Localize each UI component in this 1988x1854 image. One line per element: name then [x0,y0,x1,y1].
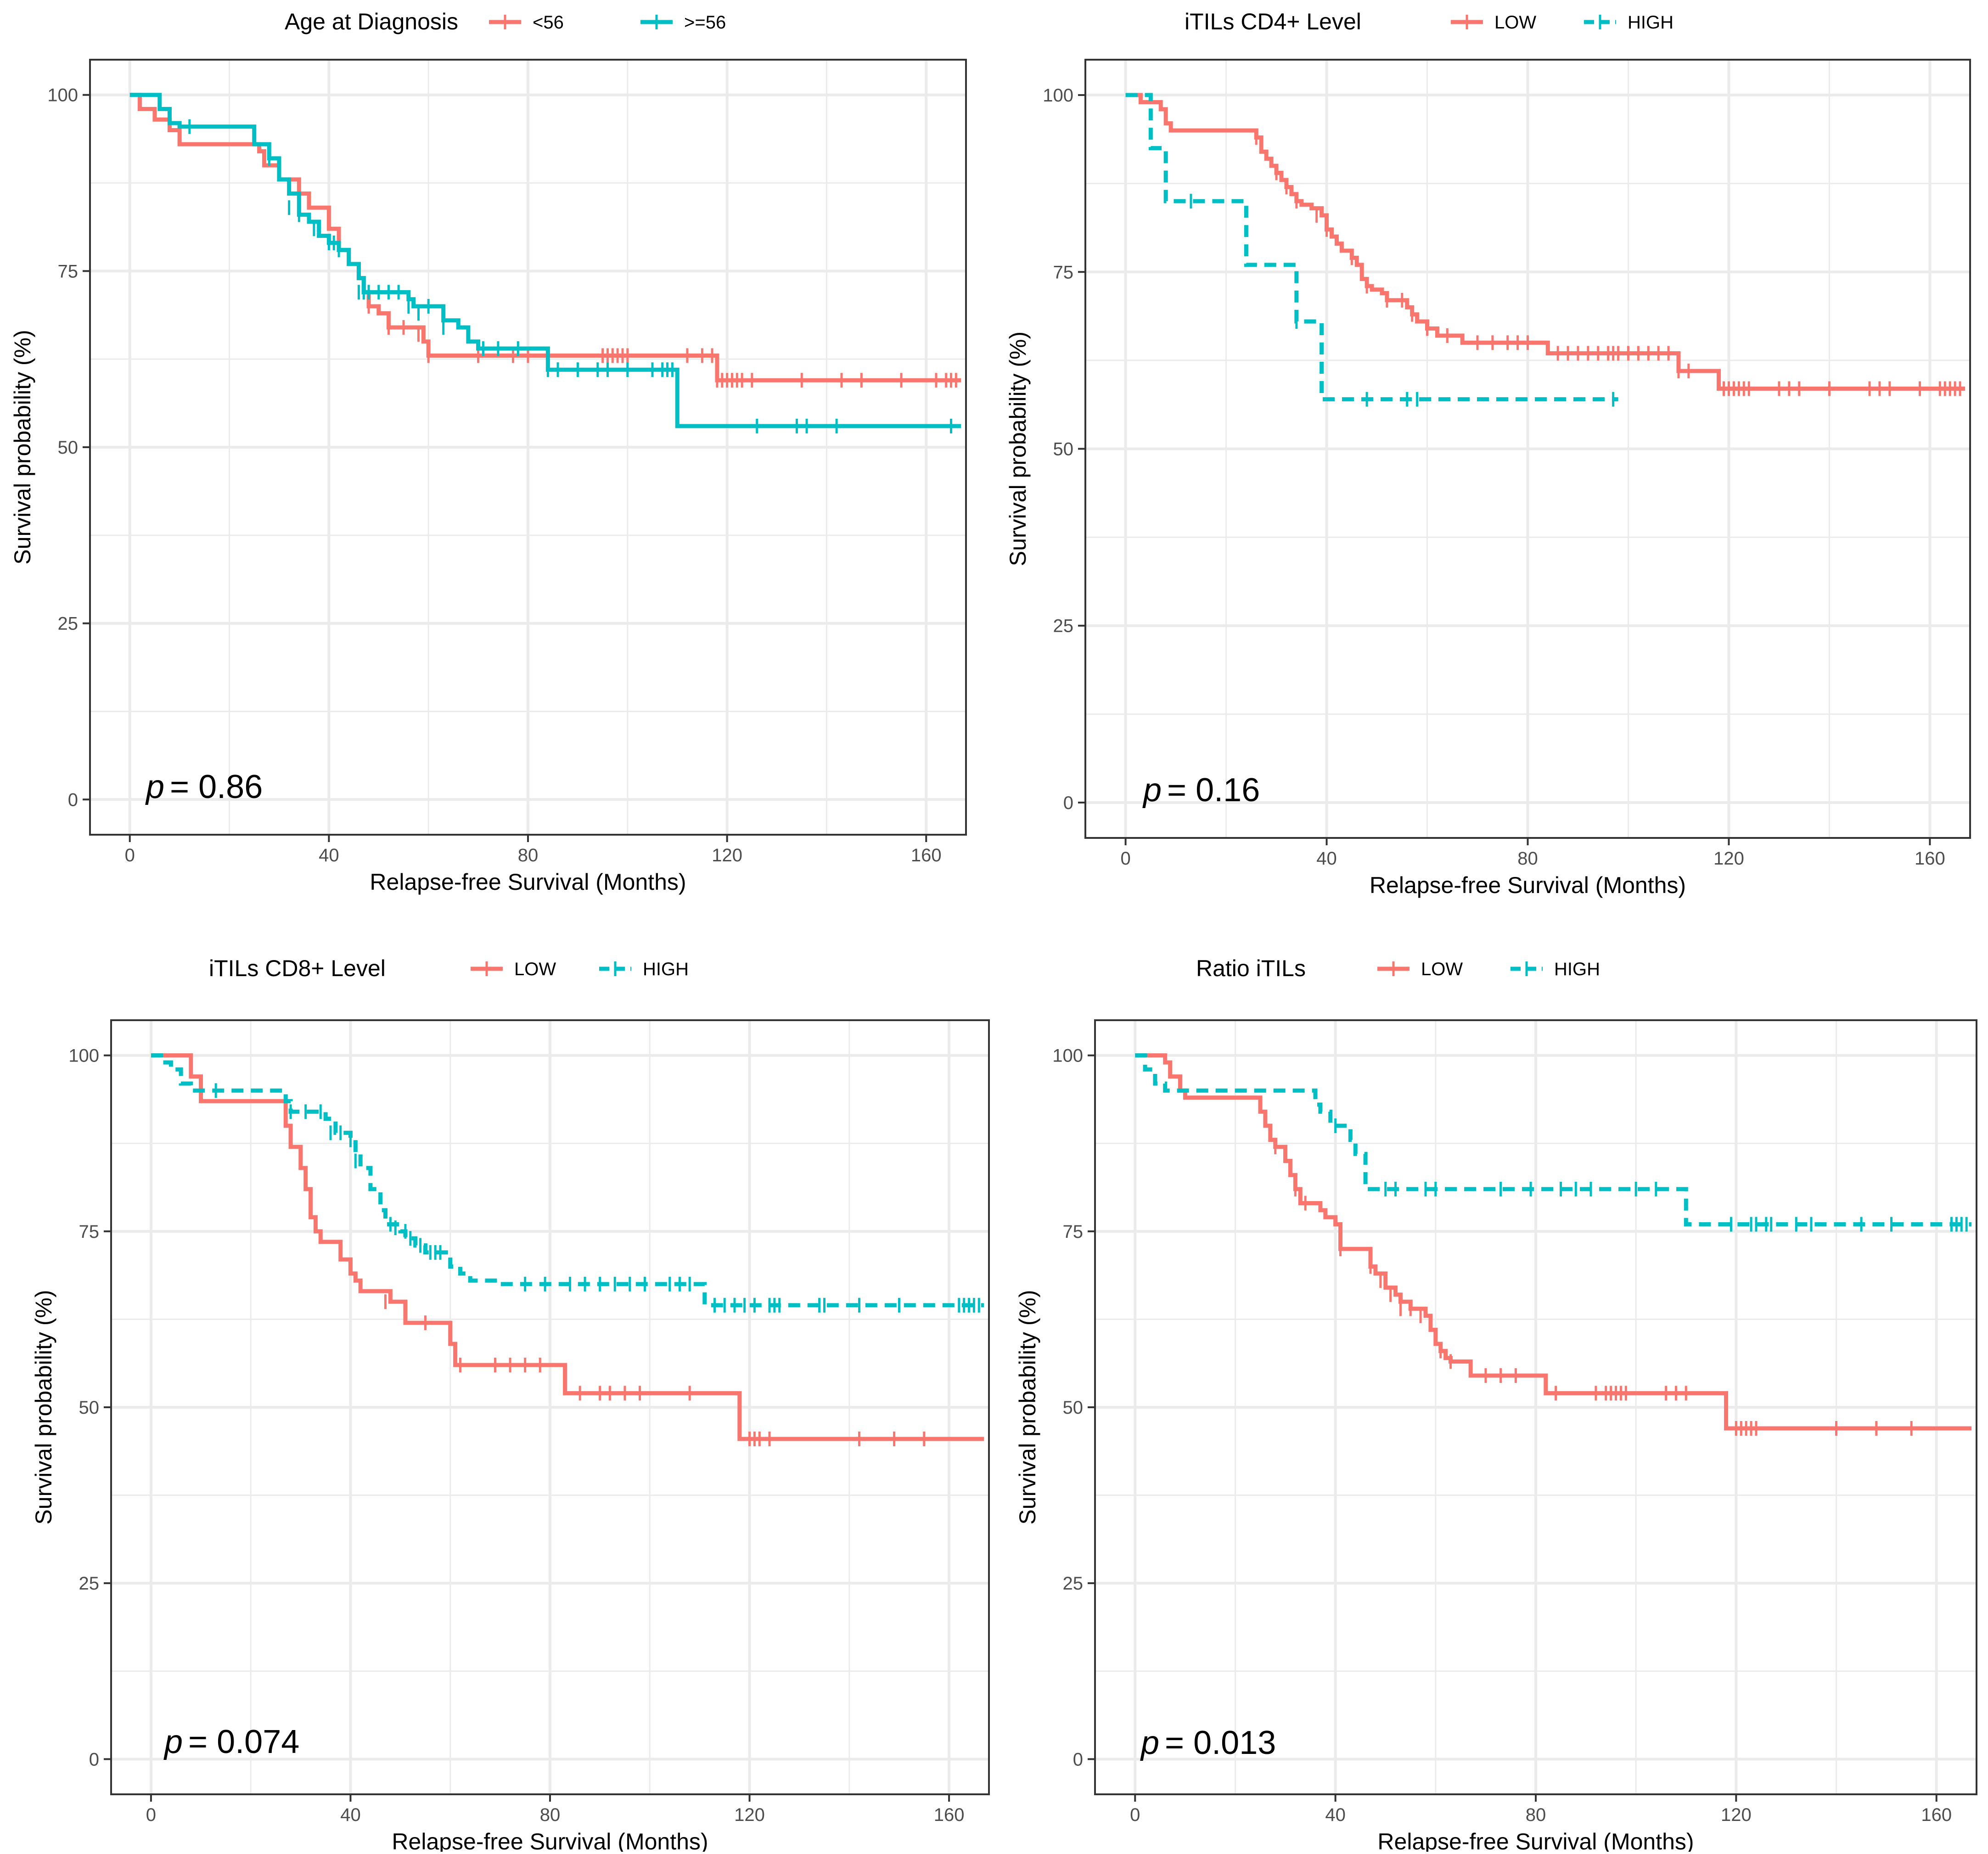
x-tick-label: 120 [1721,1805,1752,1825]
x-tick-label: 120 [734,1805,765,1825]
y-tick-label: 75 [58,261,79,281]
y-tick-label: 100 [1052,1046,1083,1066]
y-tick-label: 75 [1063,1222,1084,1242]
x-tick-label: 80 [540,1805,561,1825]
y-tick-label: 0 [89,1749,99,1770]
km-curve-high [1125,93,1618,402]
x-tick-label: 120 [712,845,742,865]
km-curve-low [151,1053,984,1441]
y-axis-label: Survival probability (%) [31,1290,56,1524]
km-curve-low [1125,93,1966,391]
x-axis-label: Relapse-free Survival (Months) [1377,1829,1694,1852]
p-value-symbol: p [1142,772,1162,809]
y-tick-label: 75 [1053,262,1074,282]
y-tick-label: 100 [47,85,78,106]
p-value-text: = 0.86 [170,769,263,805]
y-tick-label: 50 [79,1398,100,1418]
p-value-text: = 0.074 [188,1724,299,1760]
x-tick-label: 40 [1325,1805,1346,1825]
x-tick-label: 40 [1316,848,1337,869]
legend: Age at Diagnosis <56 >=56 [285,9,726,34]
y-tick-label: 75 [79,1222,100,1242]
legend-label-high: HIGH [1554,959,1600,979]
x-tick-label: 0 [1120,848,1130,869]
km-panel-1: 0 40 80 120 160 0 25 50 75 100 Relapse-free Surviv… [10,9,967,895]
y-tick-label: 100 [68,1046,99,1066]
km-panel-4: 0 40 80 120 160 0 25 50 75 100 Relapse-free Surviv… [1015,955,1977,1854]
x-tick-label: 40 [340,1805,361,1825]
p-value: p = 0.013 [1140,1725,1276,1761]
x-tick-label: 160 [911,845,942,865]
km-curve-high [151,1053,984,1308]
p-value: p = 0.16 [1142,772,1260,809]
x-tick-label: 0 [1130,1805,1140,1825]
x-tick-label: 40 [319,845,339,865]
p-value-text: = 0.013 [1165,1725,1276,1761]
y-axis-label: Survival probability (%) [1005,331,1031,566]
km-panel-2: 0 40 80 120 160 0 25 50 75 100 Relapse-free Surviv… [1005,9,1971,898]
legend-label-low: LOW [1421,959,1463,979]
x-tick-label: 80 [518,845,539,865]
x-tick-label: 160 [1921,1805,1952,1825]
y-tick-label: 50 [1053,439,1074,460]
y-tick-label: 100 [1043,85,1073,106]
legend-title: iTILs CD8+ Level [209,955,386,981]
y-tick-label: 50 [1063,1398,1084,1418]
y-tick-label: 25 [58,614,79,634]
km-curve-low [1135,1053,1972,1431]
legend: iTILs CD4+ Level LOW HIGH [1185,9,1674,34]
km-curve-high [1135,1053,1972,1226]
x-tick-label: 160 [934,1805,965,1825]
y-tick-label: 25 [1053,616,1074,636]
x-tick-label: 80 [1517,848,1538,869]
legend: Ratio iTILs LOW HIGH [1196,955,1600,981]
legend-title: Age at Diagnosis [285,9,458,34]
x-tick-label: 0 [146,1805,156,1825]
y-tick-label: 0 [1063,793,1073,813]
y-tick-label: 25 [1063,1573,1084,1594]
legend-title: Ratio iTILs [1196,955,1306,981]
x-axis-label: Relapse-free Survival (Months) [370,869,686,895]
x-axis-label: Relapse-free Survival (Months) [1370,872,1686,898]
legend-label-high: HIGH [1628,12,1674,33]
x-tick-label: 120 [1713,848,1744,869]
legend-label-high: HIGH [643,959,689,979]
y-tick-label: 0 [68,790,78,810]
x-axis-label: Relapse-free Survival (Months) [392,1829,708,1852]
legend: iTILs CD8+ Level LOW HIGH [209,955,689,981]
p-value-symbol: p [1140,1725,1159,1761]
p-value-symbol: p [163,1724,183,1760]
x-tick-label: 160 [1915,848,1945,869]
p-value-text: = 0.16 [1167,772,1260,809]
legend-title: iTILs CD4+ Level [1185,9,1361,34]
legend-label-low: LOW [514,959,556,979]
y-tick-label: 25 [79,1573,100,1594]
legend-label-high: >=56 [684,12,726,33]
y-axis-label: Survival probability (%) [1015,1290,1040,1524]
y-tick-label: 50 [58,438,79,458]
x-tick-label: 0 [125,845,135,865]
legend-label-low: LOW [1494,12,1536,33]
legend-label-low: <56 [533,12,564,33]
km-curve-high [129,93,961,428]
y-axis-label: Survival probability (%) [10,330,35,564]
p-value: p = 0.074 [163,1724,299,1760]
km-panel-3: 0 40 80 120 160 0 25 50 75 100 Relapse-free Surviv… [31,955,990,1854]
p-value: p = 0.86 [145,769,263,805]
p-value-symbol: p [145,769,164,805]
y-tick-label: 0 [1073,1749,1083,1770]
x-tick-label: 80 [1526,1805,1546,1825]
